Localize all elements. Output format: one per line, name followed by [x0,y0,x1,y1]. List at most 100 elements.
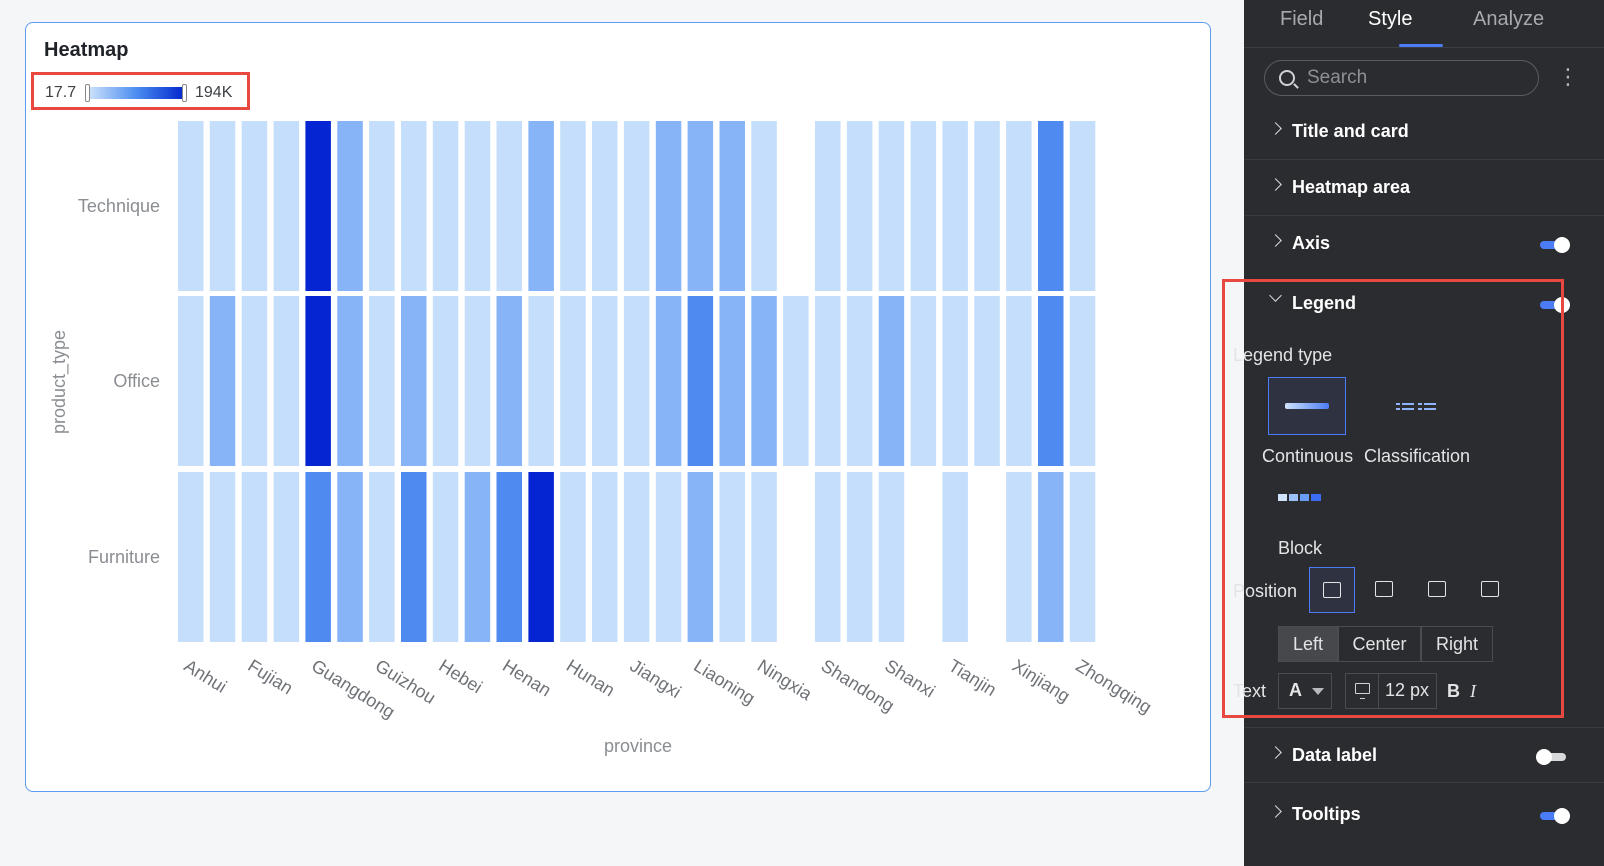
position-left-button[interactable] [1415,567,1461,613]
align-left-button[interactable]: Left [1278,626,1338,662]
heatmap-cell[interactable] [1069,472,1096,642]
heatmap-cell[interactable] [369,472,395,642]
more-options-icon[interactable]: ⋮ [1557,64,1579,89]
legend-type-classification[interactable] [1378,377,1456,435]
heatmap-cell[interactable] [241,296,268,466]
heatmap-cell[interactable] [337,121,363,291]
heatmap-cell[interactable] [1006,296,1032,466]
heatmap-cell[interactable] [846,472,873,642]
heatmap-cell[interactable] [815,121,841,291]
legend-type-block-label[interactable]: Block [1278,538,1323,558]
heatmap-cell[interactable] [496,121,523,291]
heatmap-cell[interactable] [623,121,650,291]
position-top-button[interactable] [1309,567,1355,613]
legend-type-continuous[interactable] [1268,377,1346,435]
heatmap-cell[interactable] [273,472,300,642]
search-box[interactable] [1264,60,1539,96]
tab-field[interactable]: Field [1280,8,1324,30]
heatmap-cell[interactable] [305,472,331,642]
heatmap-cell[interactable] [209,472,236,642]
heatmap-cell[interactable] [1006,121,1032,291]
italic-button[interactable]: I [1470,681,1476,701]
heatmap-cell[interactable] [528,472,554,642]
heatmap-cell[interactable] [910,296,937,466]
heatmap-cell[interactable] [974,296,1000,466]
heatmap-cell[interactable] [942,472,968,642]
heatmap-card[interactable]: Heatmap 17.7 194K Technique Office Furnitu… [25,22,1211,792]
tab-style[interactable]: Style [1368,8,1413,30]
font-size-field[interactable]: 12 px [1345,673,1437,709]
heatmap-cell[interactable] [751,121,777,291]
heatmap-cell[interactable] [1038,121,1064,291]
heatmap-cell[interactable] [1038,472,1064,642]
heatmap-cell[interactable] [942,296,968,466]
heatmap-cell[interactable] [401,472,427,642]
heatmap-cell[interactable] [878,472,905,642]
position-right-button[interactable] [1468,567,1514,613]
heatmap-cell[interactable] [273,121,300,291]
heatmap-cell[interactable] [1038,296,1064,466]
heatmap-cell[interactable] [337,296,363,466]
heatmap-cell[interactable] [846,296,873,466]
heatmap-cell[interactable] [1069,296,1096,466]
heatmap-cell[interactable] [974,121,1000,291]
heatmap-cell[interactable] [878,121,905,291]
heatmap-cell[interactable] [209,121,236,291]
heatmap-cell[interactable] [560,121,586,291]
heatmap-cell[interactable] [719,472,746,642]
heatmap-cell[interactable] [560,296,586,466]
heatmap-cell[interactable] [241,472,268,642]
heatmap-cell[interactable] [655,121,682,291]
search-input[interactable] [1307,67,1527,89]
bold-button[interactable]: B [1447,681,1460,701]
heatmap-cell[interactable] [592,472,618,642]
heatmap-cell[interactable] [528,296,554,466]
heatmap-cell[interactable] [719,296,746,466]
heatmap-cell[interactable] [241,121,268,291]
data-label-toggle[interactable] [1536,749,1566,765]
heatmap-cell[interactable] [369,121,395,291]
heatmap-cell[interactable] [401,121,427,291]
heatmap-cell[interactable] [209,296,236,466]
heatmap-cell[interactable] [623,296,650,466]
heatmap-cell[interactable] [1069,121,1096,291]
section-axis[interactable]: Axis [1244,216,1604,274]
heatmap-cell[interactable] [878,296,905,466]
legend-type-continuous-label[interactable]: Continuous [1262,446,1354,466]
section-data-label[interactable]: Data label [1244,727,1604,783]
heatmap-cell[interactable] [815,296,841,466]
legend-max-handle[interactable] [182,84,187,102]
heatmap-cell[interactable] [305,121,331,291]
section-tooltips[interactable]: Tooltips [1244,787,1604,843]
heatmap-cell[interactable] [369,296,395,466]
align-center-button[interactable]: Center [1338,626,1421,662]
heatmap-cell[interactable] [687,296,714,466]
heatmap-cell[interactable] [751,472,777,642]
heatmap-cell[interactable] [432,472,459,642]
heatmap-cell[interactable] [464,121,491,291]
legend-min-handle[interactable] [85,84,90,102]
heatmap-cell[interactable] [560,472,586,642]
heatmap-cell[interactable] [432,296,459,466]
tab-analyze[interactable]: Analyze [1473,8,1545,30]
heatmap-cell[interactable] [719,121,746,291]
heatmap-cell[interactable] [178,121,204,291]
heatmap-cell[interactable] [401,296,427,466]
axis-toggle[interactable] [1540,237,1570,253]
heatmap-cell[interactable] [432,121,459,291]
align-right-button[interactable]: Right [1421,626,1493,662]
position-bottom-button[interactable] [1362,567,1408,613]
heatmap-cell[interactable] [910,121,937,291]
heatmap-cell[interactable] [178,296,204,466]
heatmap-cell[interactable] [687,472,714,642]
heatmap-cell[interactable] [464,472,491,642]
heatmap-cell[interactable] [1006,472,1032,642]
heatmap-cell[interactable] [623,472,650,642]
legend-type-classification-label[interactable]: Classification [1364,446,1471,466]
heatmap-cell[interactable] [273,296,300,466]
heatmap-cell[interactable] [337,472,363,642]
heatmap-cell[interactable] [592,121,618,291]
heatmap-cell[interactable] [305,296,331,466]
heatmap-cell[interactable] [815,472,841,642]
heatmap-cell[interactable] [496,296,523,466]
